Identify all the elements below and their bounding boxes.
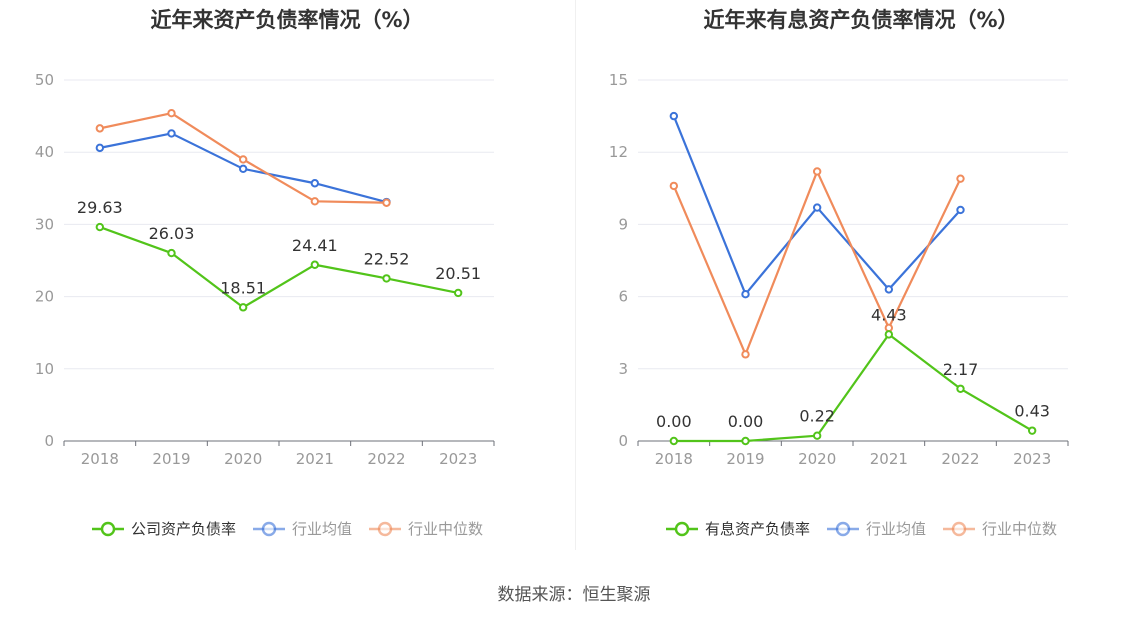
y-tick-label: 0 [44, 432, 54, 450]
series-line-company [99, 226, 459, 309]
data-point-average[interactable] [95, 143, 105, 153]
y-tick-label: 10 [35, 360, 54, 378]
legend-label: 行业中位数 [982, 520, 1058, 538]
x-tick-label: 2022 [941, 450, 979, 468]
legend-label: 行业均值 [865, 520, 926, 538]
data-label: 18.51 [220, 278, 266, 297]
y-tick-label: 12 [609, 143, 628, 161]
data-point-median[interactable] [812, 167, 822, 176]
y-tick-label: 9 [618, 215, 628, 233]
data-point-average[interactable] [884, 285, 894, 294]
data-label: 4.43 [871, 305, 907, 324]
data-label: 0.00 [728, 412, 764, 431]
data-point-median[interactable] [310, 197, 320, 206]
x-tick-label: 2019 [152, 450, 190, 468]
legend-label: 行业中位数 [408, 520, 484, 538]
data-label: 20.51 [435, 264, 481, 283]
y-tick-label: 30 [35, 215, 54, 233]
data-point-median[interactable] [884, 323, 894, 333]
data-point-median[interactable] [95, 124, 105, 133]
data-point-median[interactable] [382, 198, 391, 207]
x-tick-label: 2022 [367, 450, 405, 468]
data-label: 29.63 [77, 198, 123, 217]
y-tick-label: 20 [35, 288, 54, 306]
data-label: 26.03 [149, 224, 195, 243]
data-point-company[interactable] [884, 330, 894, 339]
data-point-average[interactable] [238, 164, 248, 174]
legend-line-circle-icon [943, 521, 975, 536]
legend-item-average[interactable]: 行业均值 [252, 518, 352, 539]
data-point-average[interactable] [167, 129, 176, 138]
y-tick-label: 0 [618, 432, 628, 450]
data-point-median[interactable] [167, 109, 176, 118]
x-tick-label: 2019 [726, 450, 764, 468]
legend-item-average[interactable]: 行业均值 [826, 518, 926, 539]
legend-item-company[interactable]: 有息资产负债率 [665, 518, 810, 539]
chart-legend: 有息资产负债率 行业均值 行业中位数 [574, 518, 1148, 539]
data-point-company[interactable] [238, 303, 248, 312]
x-tick-label: 2018 [81, 450, 119, 468]
data-point-median[interactable] [669, 181, 679, 191]
data-label: 2.17 [943, 360, 979, 379]
line-chart-left: 0 10 20 30 40 50 2018 2019 2020 2021 2022 2023 29.63… [35, 71, 495, 468]
data-label: 0.00 [656, 412, 692, 431]
data-point-company[interactable] [95, 222, 105, 232]
data-source-note: 数据来源：恒生聚源 [497, 585, 651, 605]
x-tick-label: 2021 [870, 450, 908, 468]
data-label: 0.22 [799, 407, 835, 426]
legend-line-circle-icon [252, 521, 285, 536]
series-line-median [672, 170, 962, 356]
legend-item-median[interactable]: 行业中位数 [368, 518, 483, 539]
legend-line-circle-icon [91, 521, 124, 536]
y-tick-label: 6 [618, 288, 628, 306]
y-tick-label: 15 [609, 71, 628, 89]
chart-title: 近年来有息资产负债率情况（%） [703, 8, 1019, 32]
data-point-company[interactable] [1027, 426, 1037, 435]
data-point-average[interactable] [956, 205, 965, 215]
data-point-average[interactable] [812, 203, 822, 212]
chart-title: 近年来资产负债率情况（%） [150, 8, 424, 32]
legend-item-median[interactable]: 行业中位数 [942, 518, 1057, 539]
legend-line-circle-icon [665, 521, 698, 536]
x-tick-label: 2023 [439, 450, 477, 468]
legend-label: 公司资产负债率 [130, 520, 236, 538]
legend-label: 有息资产负债率 [704, 520, 810, 538]
legend-label: 行业均值 [291, 520, 352, 538]
data-point-median[interactable] [238, 155, 248, 164]
data-point-company[interactable] [812, 431, 822, 440]
line-chart-right: 0 3 6 9 12 15 2018 2019 2020 2021 2022 2023 0.00 0.00… [609, 71, 1069, 468]
legend-item-company[interactable]: 公司资产负债率 [91, 518, 236, 539]
data-point-company[interactable] [453, 288, 463, 298]
chart-legend: 公司资产负债率 行业均值 行业中位数 [0, 518, 574, 539]
y-tick-label: 50 [35, 71, 54, 89]
data-point-median[interactable] [741, 350, 750, 359]
data-point-average[interactable] [669, 111, 679, 121]
data-point-company[interactable] [167, 248, 176, 258]
data-label: 24.41 [292, 236, 338, 255]
x-tick-label: 2018 [655, 450, 693, 468]
data-point-median[interactable] [956, 174, 965, 183]
x-tick-label: 2020 [224, 450, 262, 468]
data-point-company[interactable] [310, 260, 320, 269]
chart-panel-right: 近年来有息资产负债率情况（%） 0 3 6 9 12 15 2018 2019 2020 2021… [574, 0, 1148, 560]
legend-line-circle-icon [826, 521, 859, 536]
x-tick-label: 2020 [798, 450, 836, 468]
data-label: 0.43 [1014, 402, 1050, 421]
series-line-company [673, 333, 1033, 443]
y-tick-label: 40 [35, 143, 54, 161]
data-point-average[interactable] [310, 179, 320, 188]
data-point-average[interactable] [741, 289, 750, 299]
data-point-company[interactable] [669, 436, 679, 446]
x-tick-label: 2021 [296, 450, 334, 468]
data-point-company[interactable] [956, 384, 965, 393]
panel-divider [575, 0, 576, 550]
x-tick-label: 2023 [1013, 450, 1051, 468]
y-tick-label: 3 [618, 360, 628, 378]
data-label: 22.52 [364, 249, 410, 268]
data-point-company[interactable] [741, 436, 750, 446]
chart-panel-left: 近年来资产负债率情况（%） 0 10 20 30 40 50 2018 2019 2020 202… [0, 0, 574, 560]
data-point-company[interactable] [382, 274, 391, 283]
legend-line-circle-icon [369, 521, 401, 536]
